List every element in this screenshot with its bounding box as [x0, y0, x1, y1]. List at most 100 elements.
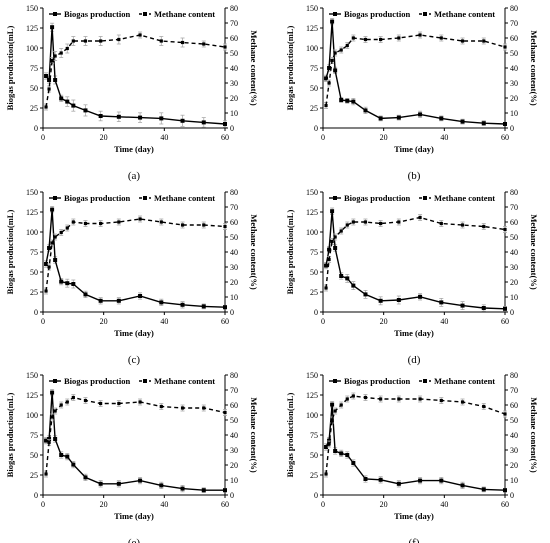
- biogas-line: [45, 392, 225, 491]
- x-tick-label: 0: [321, 317, 325, 326]
- y2-tick-label: 80: [510, 4, 518, 13]
- x-tick-label: 60: [221, 133, 229, 142]
- methane-point: [327, 257, 331, 262]
- biogas-point: [439, 478, 444, 483]
- biogas-point: [223, 122, 227, 126]
- y2-tick-label: 0: [510, 308, 514, 317]
- legend-label: Biogas production: [64, 376, 130, 386]
- biogas-point: [116, 114, 121, 119]
- biogas-point: [460, 483, 465, 488]
- legend-marker: [333, 12, 337, 16]
- methane-point: [202, 406, 206, 410]
- y2-tick-label: 0: [510, 491, 514, 500]
- y2-tick-label: 80: [510, 371, 518, 380]
- y-tick-label: 150: [306, 4, 318, 13]
- y-tick-label: 50: [310, 451, 318, 460]
- y2-tick-label: 60: [510, 401, 518, 410]
- biogas-point: [396, 298, 401, 302]
- biogas-point: [418, 112, 423, 117]
- biogas-series: [324, 207, 507, 312]
- legend-label: Biogas production: [64, 193, 130, 203]
- y-tick-label: 25: [30, 288, 38, 297]
- y-tick-label: 75: [310, 431, 318, 440]
- y-axis-title: Biogas production(mL): [285, 393, 295, 478]
- methane-point: [345, 43, 349, 48]
- y-tick-label: 75: [310, 248, 318, 257]
- y2-tick-label: 10: [230, 293, 238, 302]
- panel-4: 0 25 50 75 100 125 150 0 10 20 30 40 50 60 70 80 0 20 40 60…: [285, 188, 539, 366]
- methane-point: [202, 42, 206, 46]
- methane-point: [47, 87, 51, 91]
- x-axis-title: Time (day): [394, 144, 434, 154]
- biogas-point: [324, 263, 329, 268]
- legend-label: Biogas production: [344, 9, 410, 19]
- methane-point: [117, 401, 121, 406]
- biogas-point: [53, 78, 58, 82]
- methane-point: [59, 403, 63, 407]
- methane-point: [47, 265, 51, 269]
- legend-label: Methane content: [154, 376, 215, 386]
- biogas-point: [345, 98, 350, 103]
- legend-label: Methane content: [154, 9, 215, 19]
- y2-tick-label: 70: [230, 19, 238, 28]
- legend-marker: [423, 12, 427, 16]
- panel-label: (a): [128, 170, 141, 182]
- y-tick-label: 100: [26, 44, 38, 53]
- biogas-series: [324, 400, 507, 493]
- legend-label: Methane content: [154, 193, 215, 203]
- methane-point: [339, 403, 343, 407]
- y-tick-label: 0: [314, 124, 318, 133]
- biogas-point: [44, 262, 49, 266]
- methane-line: [325, 216, 506, 289]
- biogas-point: [71, 282, 76, 286]
- legend-marker: [143, 379, 147, 383]
- biogas-point: [201, 120, 206, 125]
- y-tick-label: 125: [26, 208, 38, 217]
- methane-point: [223, 224, 227, 229]
- y2-tick-label: 10: [510, 109, 518, 118]
- x-tick-label: 20: [380, 133, 388, 142]
- methane-point: [339, 48, 343, 52]
- x-tick-label: 60: [221, 500, 229, 509]
- y-axis-title: Biogas production(mL): [285, 210, 295, 295]
- methane-point: [180, 223, 185, 227]
- biogas-line: [325, 211, 506, 310]
- panel-label: (b): [408, 170, 421, 182]
- methane-series: [324, 214, 507, 292]
- biogas-point: [83, 108, 88, 113]
- methane-point: [138, 33, 142, 37]
- biogas-point: [333, 68, 338, 73]
- y-tick-label: 100: [306, 228, 318, 237]
- y-tick-label: 0: [34, 124, 38, 133]
- methane-point: [503, 227, 507, 232]
- biogas-point: [330, 19, 335, 24]
- x-axis-title: Time (day): [394, 511, 434, 521]
- biogas-point: [59, 453, 64, 457]
- methane-point: [159, 404, 163, 409]
- methane-point: [71, 395, 75, 400]
- panel-5: 0 25 50 75 100 125 150 0 10 20 30 40 50 60 70 80 0 20 40 60…: [5, 371, 259, 543]
- y2-axis-title: Methane content(%): [529, 30, 539, 105]
- y2-tick-label: 20: [230, 278, 238, 287]
- methane-point: [345, 223, 349, 227]
- biogas-point: [50, 390, 55, 395]
- methane-line: [45, 396, 226, 475]
- x-tick-label: 0: [41, 133, 45, 142]
- methane-point: [138, 217, 142, 221]
- methane-point: [330, 418, 334, 422]
- x-tick-label: 60: [501, 317, 509, 326]
- y-tick-label: 25: [310, 288, 318, 297]
- methane-point: [324, 103, 328, 108]
- y2-tick-label: 80: [230, 4, 238, 13]
- y-tick-label: 50: [310, 84, 318, 93]
- x-axis-title: Time (day): [114, 328, 154, 338]
- x-tick-label: 20: [100, 133, 108, 142]
- y-tick-label: 150: [306, 188, 318, 197]
- biogas-point: [439, 300, 444, 305]
- y2-axis-title: Methane content(%): [249, 397, 259, 472]
- methane-point: [44, 472, 48, 476]
- y2-tick-label: 60: [510, 218, 518, 227]
- methane-point: [439, 398, 443, 403]
- y-tick-label: 150: [26, 4, 38, 13]
